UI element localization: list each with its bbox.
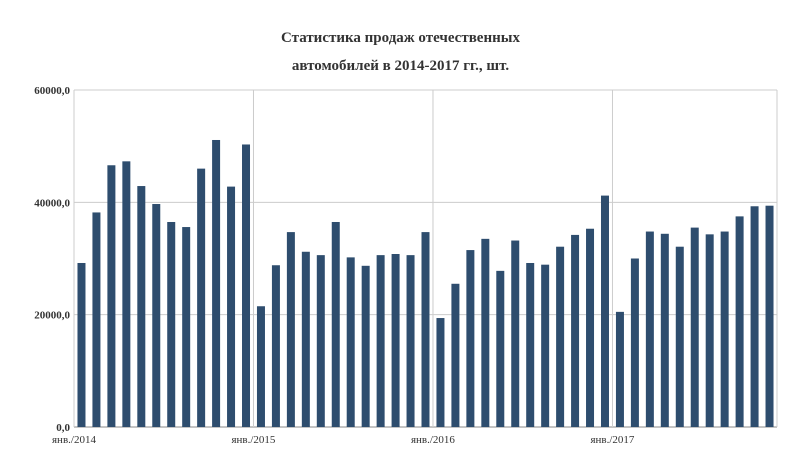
bar (421, 232, 430, 427)
bar (242, 144, 251, 427)
x-tick-label: янв./2017 (590, 434, 634, 446)
bar (496, 270, 505, 427)
bar (182, 227, 191, 427)
bar (346, 257, 355, 427)
bar (316, 255, 325, 427)
bar (122, 161, 131, 427)
chart-title-line-1: Статистика продаж отечественных (281, 30, 520, 46)
x-tick-label: янв./2015 (231, 434, 275, 446)
bar (256, 306, 265, 427)
bar (212, 139, 221, 427)
bar (361, 265, 370, 427)
bar (735, 216, 744, 427)
bar (466, 250, 475, 427)
bar (301, 251, 310, 427)
bar (511, 240, 520, 427)
y-tick-label: 60000,0 (34, 85, 70, 97)
bar (541, 264, 550, 427)
bar (690, 227, 699, 427)
bar (92, 212, 101, 427)
bar (451, 283, 460, 427)
bar (152, 204, 161, 427)
bar (227, 186, 236, 427)
y-tick-label: 0,0 (56, 422, 70, 434)
x-tick-label: янв./2016 (411, 434, 455, 446)
bar (660, 233, 669, 427)
bar (675, 246, 684, 427)
bar (750, 206, 759, 427)
bar (376, 255, 385, 427)
bar (137, 186, 146, 427)
bar (331, 221, 340, 427)
bar (481, 238, 490, 427)
bar (586, 228, 595, 427)
bar (77, 262, 86, 427)
bar (286, 232, 295, 427)
bar (600, 195, 609, 427)
bar (197, 168, 206, 427)
y-tick-label: 20000,0 (34, 310, 70, 322)
bar (107, 165, 116, 427)
chart-title-line-2: автомобилей в 2014-2017 гг., шт. (291, 58, 510, 74)
bar (615, 311, 624, 427)
bar (167, 221, 176, 427)
bar (630, 258, 639, 427)
bar (271, 265, 280, 427)
bar (391, 254, 400, 427)
bar (765, 205, 774, 427)
bar (556, 246, 565, 427)
bar (526, 262, 535, 427)
bar (436, 318, 445, 427)
x-tick-label: янв./2014 (52, 434, 96, 446)
bar (705, 234, 714, 427)
bar (571, 234, 580, 427)
bar (720, 231, 729, 427)
chart-title: Статистика продаж отечественных автомоби… (0, 24, 801, 80)
y-tick-label: 40000,0 (34, 197, 70, 209)
bar (406, 255, 415, 427)
bar (645, 231, 654, 427)
